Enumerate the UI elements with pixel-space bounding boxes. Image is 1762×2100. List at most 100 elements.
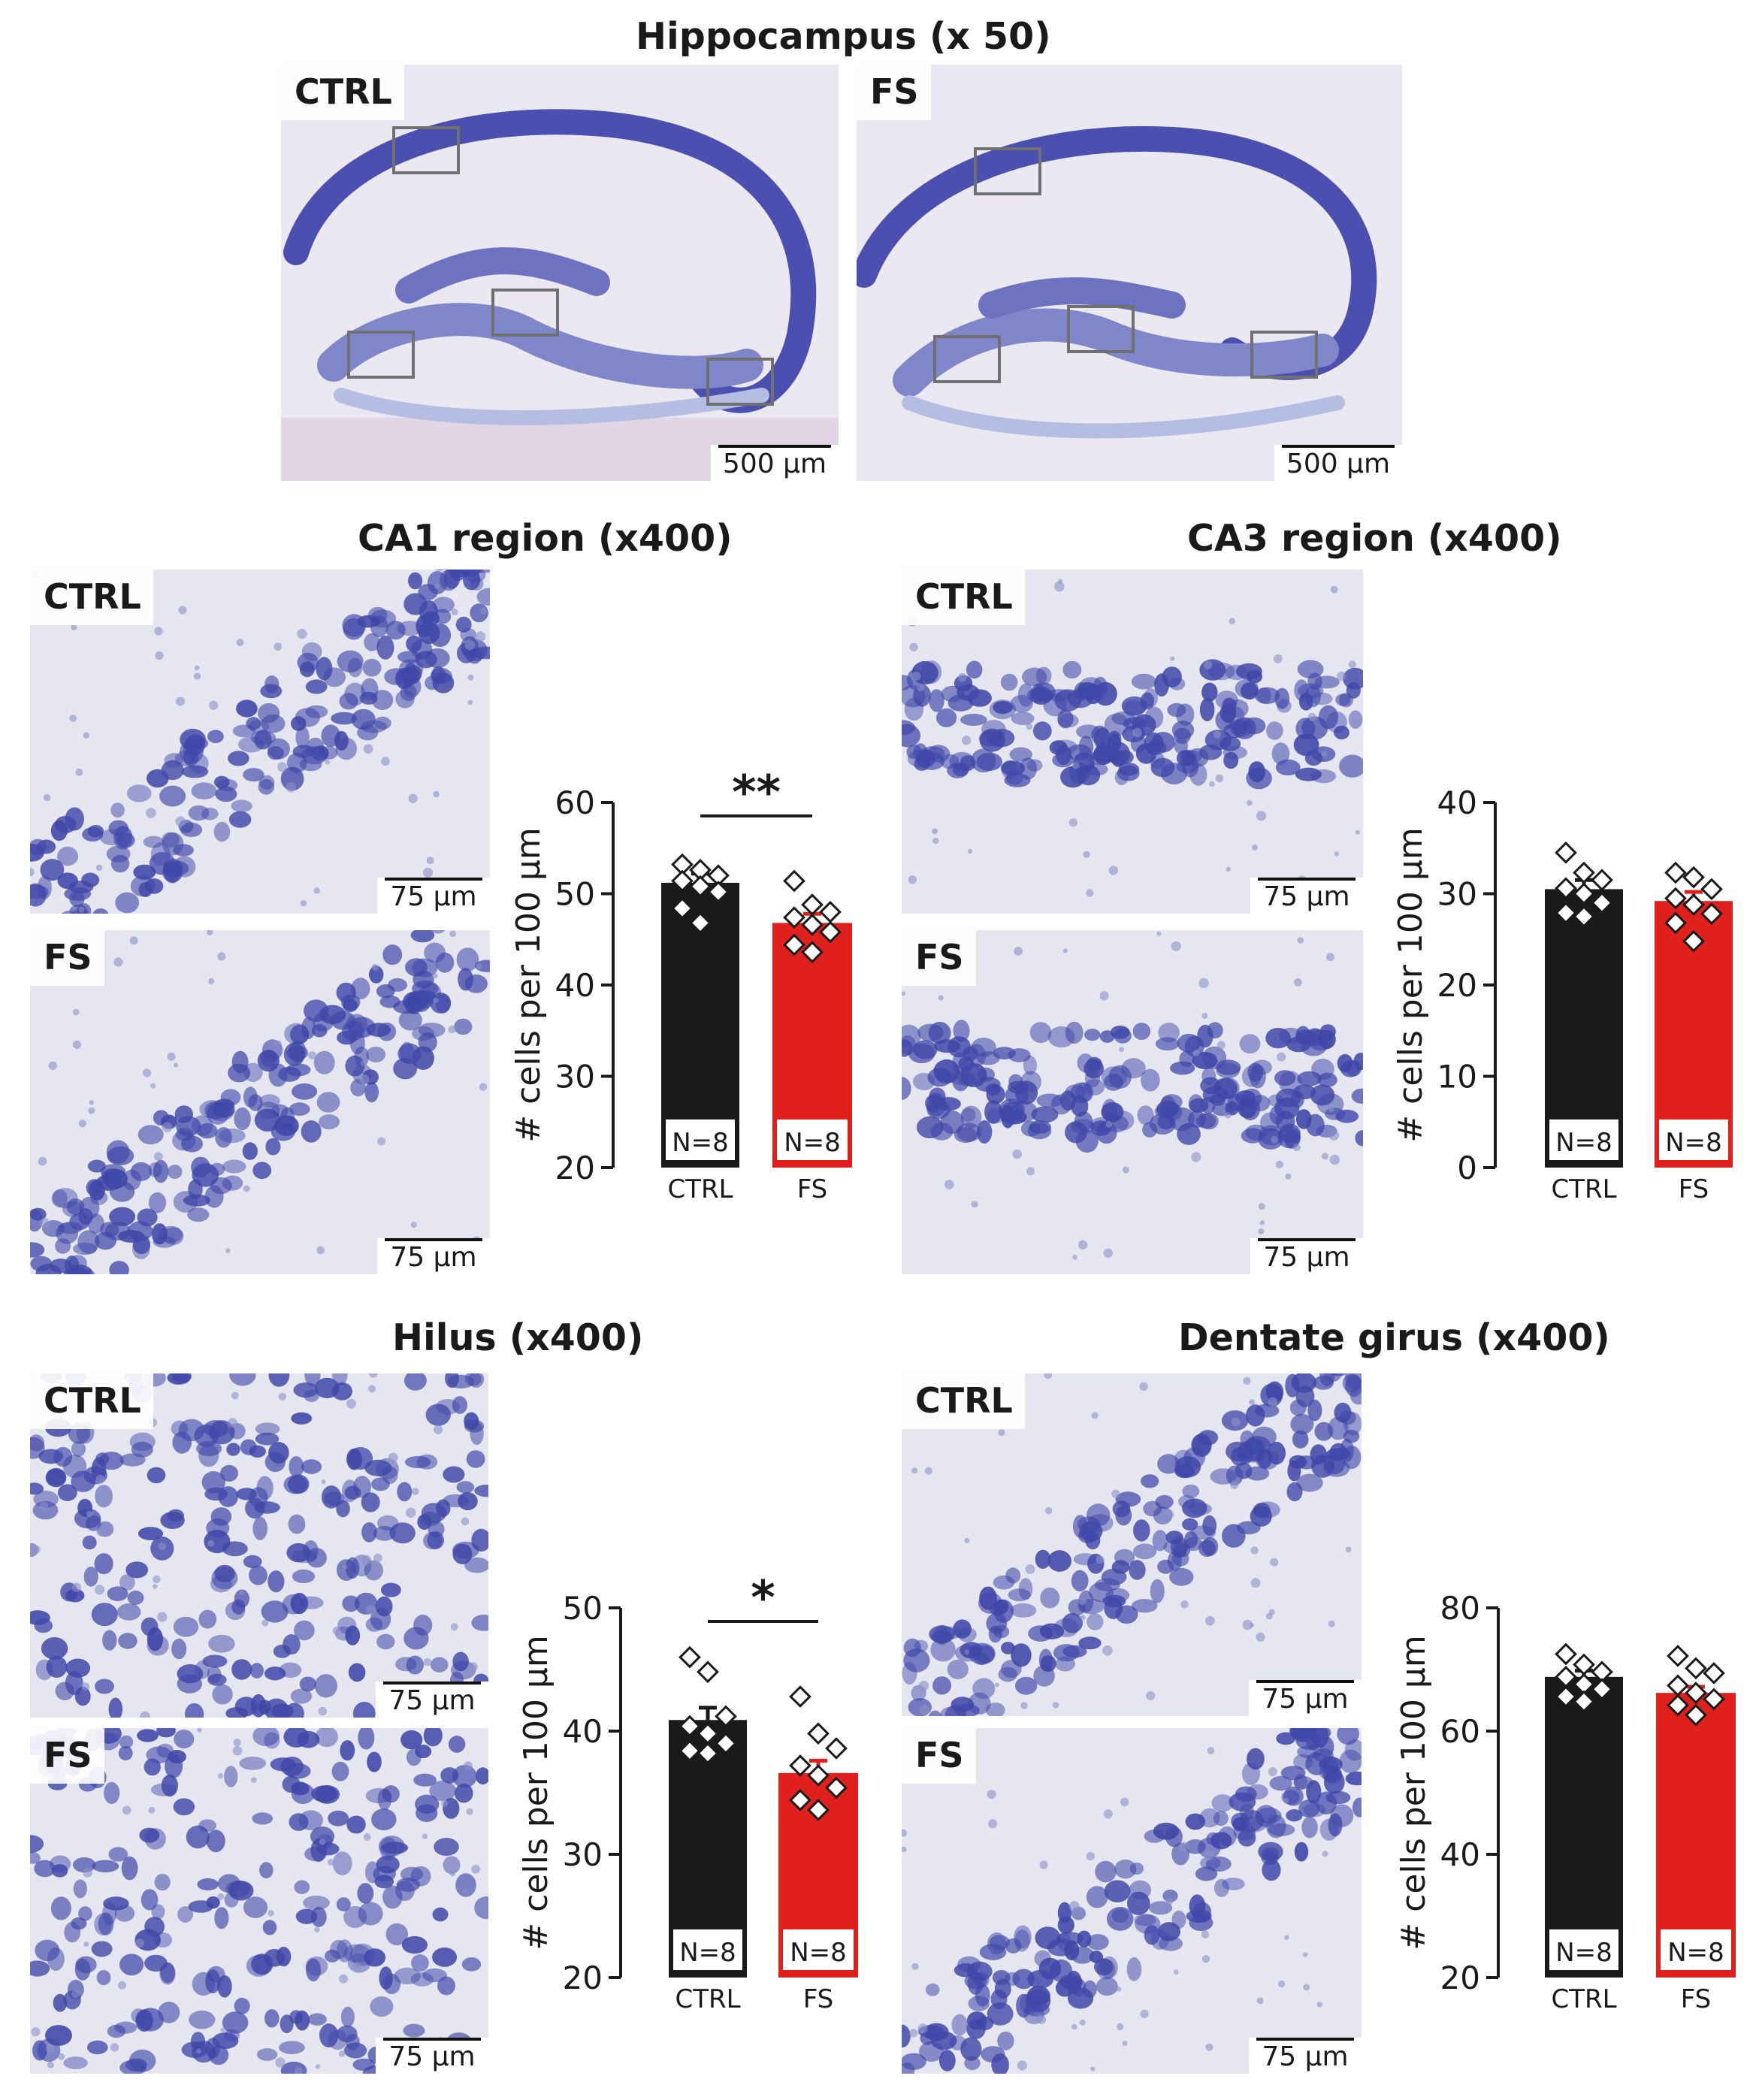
overview-title: Hippocampus (x 50) [636, 15, 1051, 58]
data-point [807, 1764, 830, 1787]
data-point [679, 1645, 701, 1669]
significance-stars: * [751, 1570, 775, 1625]
y-tick-label: 30 [1437, 876, 1477, 913]
data-point [783, 933, 805, 956]
tissue-image [902, 1373, 1362, 1716]
overview-fs-scale-bar: 500 µm [1274, 445, 1402, 481]
data-point [1703, 1662, 1725, 1685]
dentate-region-title: Dentate girus (x400) [1178, 1316, 1610, 1359]
data-point [1555, 902, 1577, 924]
significance-stars: ** [732, 765, 781, 820]
n-label: N=8 [1665, 1128, 1722, 1158]
data-point [1667, 1694, 1689, 1717]
y-axis-label: # cells per 100 µm [1392, 827, 1430, 1142]
hilus-fs-micrograph: FS 75 µm [30, 1728, 488, 2074]
condition-label: FS [30, 1728, 104, 1784]
scale-bar: 75 µm [376, 1682, 488, 1718]
data-point [801, 941, 824, 964]
data-point [1664, 887, 1687, 910]
n-label-box [783, 1929, 854, 1970]
condition-label: FS [902, 1728, 976, 1784]
data-point [825, 1776, 848, 1799]
data-point [819, 900, 842, 923]
n-label-box [777, 1119, 848, 1160]
overview-micrograph-ctrl: CTRL 500 µm [281, 65, 839, 481]
data-point [671, 869, 694, 893]
y-tick-label: 50 [555, 876, 595, 913]
data-point [689, 911, 712, 935]
y-axis-label: # cells per 100 µm [517, 1635, 555, 1950]
hilus-ctrl-micrograph: CTRL 75 µm [30, 1373, 488, 1718]
y-tick-label: 30 [555, 1059, 595, 1095]
data-point [689, 875, 712, 898]
overview-ctrl-label: CTRL [281, 65, 404, 120]
scale-bar-text: 75 µm [388, 1685, 476, 1716]
x-tick-label: CTRL [1551, 1174, 1616, 1204]
scale-bar-text: 75 µm [390, 881, 477, 912]
ca1-region-title: CA1 region (x400) [358, 517, 733, 560]
y-tick-label: 10 [1437, 1059, 1477, 1095]
data-point [1573, 1653, 1595, 1676]
n-label: N=8 [1555, 1128, 1612, 1158]
dentate-ctrl-micrograph: CTRL 75 µm [902, 1373, 1362, 1716]
y-tick-label: 20 [1437, 967, 1477, 1004]
n-label-box [1659, 1119, 1728, 1160]
data-point [1555, 1685, 1577, 1708]
data-point [1682, 866, 1705, 889]
data-point [1700, 878, 1723, 901]
data-point [1685, 1682, 1707, 1705]
data-point [689, 859, 712, 881]
data-point [697, 1722, 719, 1745]
x-tick-label: FS [797, 1174, 828, 1204]
overview-fs-label: FS [857, 65, 931, 120]
y-tick-label: 20 [555, 1150, 595, 1186]
data-point [1664, 861, 1687, 884]
data-point [679, 1715, 701, 1738]
ca3-region-title: CA3 region (x400) [1187, 517, 1562, 560]
n-label-box [673, 1929, 742, 1970]
x-tick-label: FS [1681, 1984, 1712, 2014]
overview-ctrl-scale-bar: 500 µm [711, 445, 839, 481]
condition-label: CTRL [30, 1373, 153, 1429]
data-point [819, 920, 842, 944]
y-tick-label: 20 [563, 1959, 603, 1996]
y-tick-label: 0 [1457, 1150, 1477, 1186]
data-point [1555, 841, 1577, 864]
tissue-image [902, 570, 1363, 914]
data-point [1591, 891, 1613, 914]
data-point [715, 1705, 737, 1728]
scale-bar-text: 75 µm [1262, 1684, 1349, 1715]
y-tick-label: 60 [1440, 1713, 1480, 1750]
x-tick-label: FS [803, 1984, 834, 2014]
data-point [1573, 861, 1595, 884]
overview-ctrl-scale-text: 500 µm [722, 449, 827, 479]
hilus-region-title: Hilus (x400) [392, 1316, 644, 1359]
scale-bar: 75 µm [377, 878, 490, 914]
n-label-box [1661, 1929, 1731, 1970]
y-tick-label: 40 [563, 1713, 603, 1750]
ca1-ctrl-micrograph: CTRL 75 µm [30, 570, 490, 914]
y-tick-label: 80 [1440, 1590, 1480, 1627]
data-point [1664, 911, 1687, 935]
data-point [671, 897, 694, 920]
data-point [1700, 902, 1723, 926]
ca3-fs-micrograph: FS 75 µm [902, 930, 1363, 1274]
condition-label: CTRL [902, 1373, 1025, 1429]
condition-label: CTRL [902, 570, 1025, 625]
data-point [1682, 893, 1705, 916]
y-tick-label: 40 [1437, 784, 1477, 821]
scale-bar: 75 µm [376, 2038, 488, 2074]
tissue-image [30, 1728, 488, 2074]
data-point [1685, 1703, 1707, 1727]
n-label-box [666, 1119, 735, 1160]
condition-label: FS [902, 930, 976, 986]
y-axis-label: # cells per 100 µm [1395, 1635, 1433, 1950]
data-point [671, 853, 694, 876]
scale-bar: 75 µm [1249, 1680, 1362, 1716]
condition-label: CTRL [30, 570, 153, 625]
data-point [1591, 1660, 1613, 1684]
data-point [1682, 929, 1705, 953]
scale-bar: 75 µm [1249, 2038, 1362, 2074]
